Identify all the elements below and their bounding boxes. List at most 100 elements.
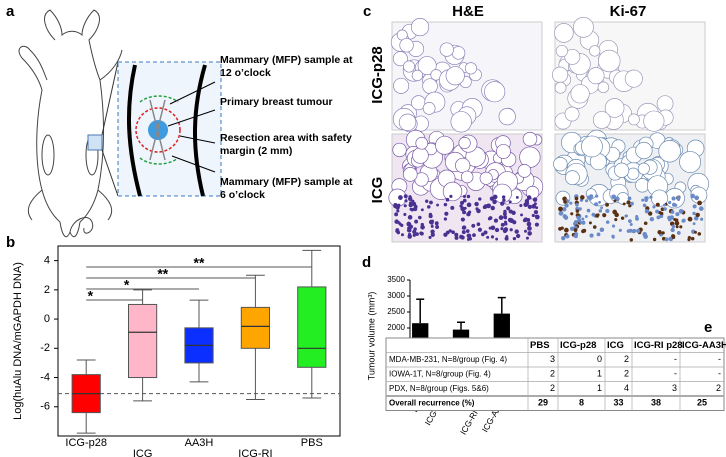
table-cell: 3 — [550, 354, 555, 364]
nucleus — [659, 211, 664, 216]
nucleus — [595, 194, 599, 198]
nucleus — [451, 230, 455, 235]
nucleus — [598, 209, 603, 213]
nucleus — [500, 222, 505, 227]
table-cell: 2 — [624, 354, 629, 364]
nucleus — [573, 228, 578, 233]
fat-cell — [398, 113, 417, 132]
nucleus — [624, 214, 628, 218]
y-tick-label: 3000 — [387, 291, 405, 300]
nucleus — [663, 207, 667, 211]
nucleus — [460, 217, 465, 222]
nucleus — [652, 205, 656, 209]
nucleus — [505, 234, 509, 238]
fat-cell — [564, 106, 580, 122]
nucleus — [661, 231, 665, 235]
fat-cell — [555, 44, 568, 58]
fat-cell — [410, 17, 430, 37]
nucleus — [671, 196, 676, 201]
nucleus — [614, 218, 618, 222]
nucleus — [558, 210, 564, 216]
nucleus — [515, 233, 521, 239]
nucleus — [655, 202, 660, 207]
nucleus — [504, 228, 508, 232]
table-cell: 33 — [613, 398, 623, 408]
nucleus — [403, 212, 407, 216]
nucleus — [490, 205, 495, 211]
tumour-inset — [117, 61, 222, 197]
nucleus — [692, 222, 696, 226]
row-header: ICG — [369, 177, 386, 204]
nucleus — [674, 218, 679, 223]
nucleus — [466, 202, 472, 208]
nucleus — [425, 199, 429, 203]
nucleus — [681, 218, 686, 223]
table-cell: 0 — [597, 354, 602, 364]
x-tick-label: ICG-p28 — [65, 437, 107, 449]
y-tick-label: -6 — [40, 401, 50, 413]
nucleus — [477, 227, 483, 232]
fat-cell — [570, 84, 590, 104]
nucleus — [630, 201, 634, 206]
nucleus — [605, 202, 609, 207]
fat-cell — [581, 135, 603, 158]
panel-label: a — [6, 3, 15, 20]
table-cell: - — [674, 354, 677, 364]
nucleus — [589, 233, 594, 238]
nucleus — [404, 199, 408, 203]
fat-cell — [614, 162, 630, 178]
nucleus — [527, 231, 532, 236]
row-header: PDX, N=8/group (Figs. 5&6) — [389, 384, 489, 393]
fat-cell — [658, 139, 681, 163]
nucleus — [620, 216, 625, 220]
fat-cell — [479, 171, 493, 185]
nucleus — [526, 195, 532, 200]
nucleus — [695, 212, 700, 218]
nucleus — [524, 199, 529, 204]
nucleus — [465, 229, 470, 233]
nucleus — [573, 234, 577, 238]
nucleus — [409, 207, 413, 211]
nucleus — [605, 220, 610, 224]
nucleus — [664, 237, 669, 242]
nucleus — [467, 210, 472, 214]
nucleus — [500, 227, 504, 231]
nucleus — [514, 229, 519, 234]
row-header: IOWA-1T, N=8/group (Fig. 4) — [389, 369, 491, 378]
fat-cell — [637, 162, 650, 175]
nucleus — [519, 203, 523, 208]
nucleus — [534, 222, 539, 227]
column-header: PBS — [530, 340, 550, 351]
nucleus — [613, 199, 617, 203]
nucleus — [450, 205, 455, 210]
nucleus — [588, 221, 592, 225]
nucleus — [618, 228, 622, 232]
fat-cell — [589, 45, 601, 57]
fat-cell — [411, 69, 424, 82]
nucleus — [407, 196, 413, 202]
fat-cell — [402, 167, 418, 182]
nucleus — [700, 217, 704, 221]
nucleus — [417, 215, 422, 220]
table-cell: 1 — [597, 383, 602, 393]
nucleus — [502, 198, 506, 202]
table-frame — [385, 337, 725, 411]
nucleus — [577, 218, 582, 223]
nucleus — [643, 221, 648, 226]
nucleus — [508, 200, 512, 204]
nucleus — [563, 227, 569, 233]
nucleus — [481, 232, 485, 237]
plot-frame — [57, 245, 341, 437]
nucleus — [668, 200, 672, 205]
nucleus — [430, 219, 435, 224]
nucleus — [690, 193, 696, 199]
nucleus — [414, 219, 419, 224]
diagram-label: Mammary (MFP) sample at 6 o’clock — [220, 176, 353, 201]
nucleus — [502, 211, 507, 216]
table-cell: 2 — [550, 383, 555, 393]
nucleus — [645, 196, 649, 200]
nucleus — [507, 217, 513, 223]
table-cell: - — [718, 369, 721, 379]
nucleus — [592, 225, 597, 229]
fat-cell — [587, 67, 605, 85]
